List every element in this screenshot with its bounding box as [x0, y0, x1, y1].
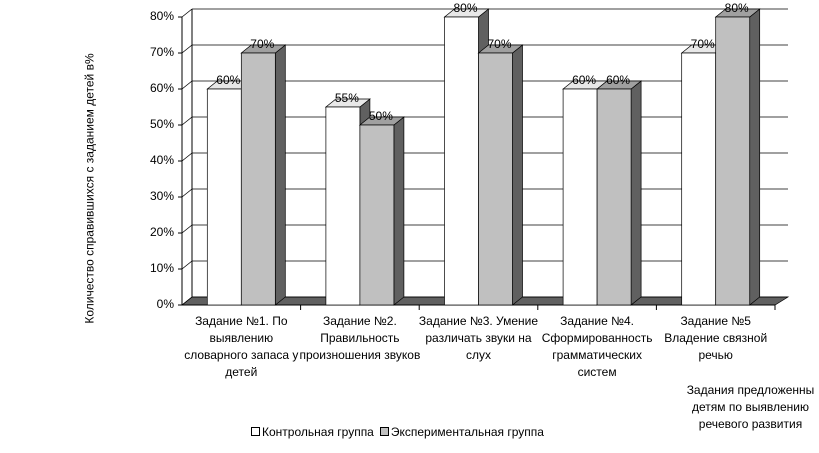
- bar: [596, 88, 632, 306]
- y-tick-label: 20%: [150, 225, 174, 239]
- grid-line: [181, 44, 193, 54]
- x-tick-label: Задание №4. Сформированность грамматичес…: [541, 314, 653, 379]
- y-tick-label: 60%: [150, 81, 174, 95]
- data-label: 60%: [606, 73, 630, 87]
- legend-label: Экспериментальная группа: [390, 425, 544, 439]
- data-label: 55%: [335, 91, 359, 105]
- grid-line: [181, 152, 193, 162]
- data-label: 50%: [369, 109, 393, 123]
- y-axis-label: Количество справившихся с заданием детей…: [82, 53, 97, 324]
- data-label: 70%: [691, 37, 715, 51]
- data-label: 80%: [725, 1, 749, 15]
- grid-line: [181, 116, 193, 126]
- bar: [478, 52, 513, 306]
- y-tick-label: 0%: [157, 297, 175, 311]
- x-tick-label: Задание №2. Правильность произношения зв…: [299, 314, 421, 362]
- grid-line: [181, 8, 193, 18]
- bar: [325, 106, 361, 306]
- y-tick-label: 40%: [150, 153, 174, 167]
- grid-line: [181, 80, 193, 90]
- y-tick-label: 80%: [150, 9, 174, 23]
- legend-swatch: [379, 427, 389, 436]
- bar: [562, 88, 598, 306]
- x-tick-label: Задание №3. Умение различать звуки на сл…: [418, 314, 539, 362]
- x-tick-label: Задание №5 Владение связной речью: [664, 314, 768, 362]
- bar: [715, 16, 751, 306]
- grid-line: [181, 224, 193, 234]
- bar-side: [274, 44, 286, 306]
- y-tick-label: 50%: [150, 117, 174, 131]
- grid-line: [181, 260, 193, 270]
- bar: [206, 88, 242, 306]
- x-tick-label: Задание №1. По выявлению словарного запа…: [184, 314, 299, 379]
- data-label: 70%: [250, 37, 274, 51]
- bar: [240, 52, 276, 306]
- x-axis-label: Задания предложенны детям по выявлению р…: [686, 383, 815, 431]
- bar-side: [512, 44, 523, 306]
- legend-swatch: [251, 427, 261, 436]
- grid-line: [181, 188, 193, 198]
- data-label: 80%: [453, 1, 477, 15]
- bar: [444, 16, 479, 306]
- data-label: 60%: [572, 73, 596, 87]
- y-tick-label: 30%: [150, 189, 174, 203]
- bar: [359, 124, 395, 306]
- bar-side: [749, 8, 761, 306]
- y-tick-label: 70%: [150, 45, 174, 59]
- data-label: 60%: [216, 73, 240, 87]
- data-label: 70%: [487, 37, 511, 51]
- legend-label: Контрольная группа: [262, 425, 374, 439]
- legend: Контрольная группа Экспериментальная груп…: [0, 425, 795, 439]
- bar: [681, 52, 717, 306]
- bar-side: [393, 116, 405, 306]
- y-tick-label: 10%: [150, 261, 174, 275]
- bar-side: [630, 80, 642, 306]
- grid-line: [181, 296, 193, 306]
